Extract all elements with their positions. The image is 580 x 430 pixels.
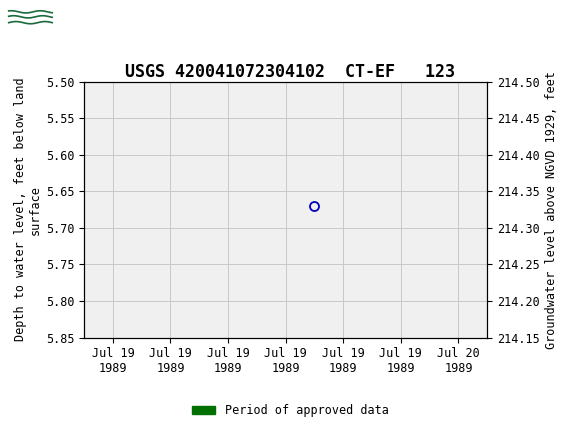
- Y-axis label: Depth to water level, feet below land
surface: Depth to water level, feet below land su…: [14, 78, 42, 341]
- Text: USGS 420041072304102  CT-EF   123: USGS 420041072304102 CT-EF 123: [125, 63, 455, 81]
- Y-axis label: Groundwater level above NGVD 1929, feet: Groundwater level above NGVD 1929, feet: [545, 71, 558, 349]
- Legend: Period of approved data: Period of approved data: [187, 399, 393, 422]
- Bar: [6, 3, 55, 33]
- Text: USGS: USGS: [61, 8, 125, 28]
